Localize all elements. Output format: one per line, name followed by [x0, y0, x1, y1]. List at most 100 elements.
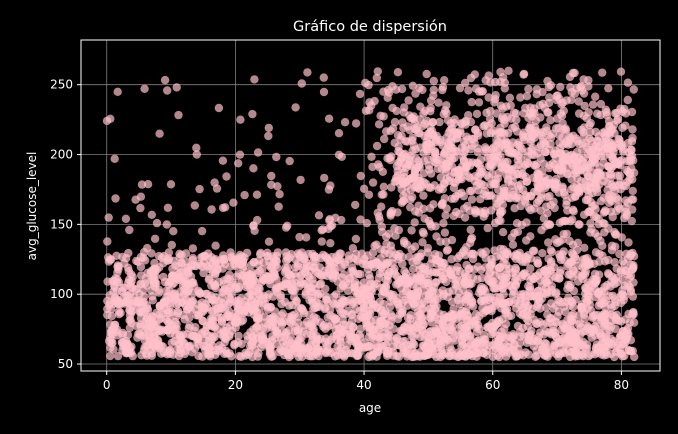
scatter-point — [441, 211, 450, 220]
scatter-point — [503, 163, 512, 172]
scatter-point — [383, 271, 393, 281]
scatter-point — [319, 322, 328, 331]
scatter-point — [301, 288, 311, 297]
scatter-point — [381, 307, 390, 316]
scatter-point — [607, 303, 616, 312]
scatter-point — [373, 342, 383, 351]
scatter-point — [472, 181, 481, 190]
scatter-point — [381, 328, 390, 337]
scatter-point — [466, 225, 475, 234]
scatter-point — [615, 171, 624, 180]
scatter-point — [437, 201, 446, 210]
y-axis-ticks: 50 100 150 200 250 — [50, 78, 81, 371]
scatter-point — [319, 345, 328, 354]
scatter-point — [334, 150, 344, 159]
scatter-point — [541, 147, 550, 157]
scatter-point — [391, 231, 400, 240]
scatter-point — [287, 284, 296, 293]
scatter-point — [415, 115, 425, 124]
scatter-point — [593, 173, 602, 183]
scatter-point — [508, 290, 518, 300]
scatter-point — [551, 235, 560, 244]
scatter-point — [542, 351, 551, 360]
scatter-point — [224, 310, 233, 320]
scatter-point — [179, 290, 188, 299]
scatter-point — [409, 300, 419, 309]
scatter-point — [136, 192, 146, 201]
scatter-point — [400, 267, 409, 276]
scatter-point — [426, 103, 435, 113]
scatter-point — [276, 345, 286, 354]
scatter-point — [376, 261, 385, 270]
scatter-point — [467, 141, 477, 150]
scatter-point — [584, 82, 593, 91]
scatter-point — [596, 99, 606, 109]
scatter-point — [204, 261, 214, 271]
scatter-point — [397, 153, 406, 163]
scatter-point — [203, 321, 212, 330]
scatter-point — [519, 289, 528, 299]
scatter-point — [487, 329, 496, 339]
scatter-point — [629, 278, 638, 287]
scatter-point — [255, 267, 264, 276]
scatter-point — [498, 104, 507, 113]
scatter-point — [274, 202, 283, 211]
scatter-point — [423, 350, 433, 360]
scatter-point — [524, 84, 533, 94]
scatter-point — [369, 248, 378, 257]
scatter-point — [473, 262, 483, 271]
scatter-point — [629, 261, 638, 270]
scatter-point — [178, 281, 188, 291]
scatter-point — [622, 211, 631, 220]
scatter-point — [516, 93, 525, 102]
scatter-point — [356, 215, 365, 224]
scatter-point — [476, 207, 485, 216]
scatter-point — [390, 224, 399, 233]
scatter-point — [194, 259, 203, 268]
scatter-point — [450, 118, 459, 128]
scatter-point — [273, 329, 282, 338]
scatter-point — [365, 292, 374, 301]
scatter-point — [213, 265, 222, 274]
scatter-point — [324, 114, 334, 123]
scatter-point — [375, 269, 385, 278]
scatter-point — [472, 109, 482, 119]
scatter-point — [362, 218, 371, 228]
scatter-point — [602, 350, 611, 359]
scatter-point — [400, 295, 410, 305]
scatter-point — [535, 304, 545, 313]
scatter-point — [531, 272, 540, 281]
scatter-point — [467, 235, 476, 244]
scatter-point — [210, 321, 219, 331]
scatter-point — [429, 298, 438, 307]
scatter-point — [367, 152, 376, 161]
scatter-point — [423, 140, 432, 149]
scatter-point — [415, 265, 424, 275]
scatter-point — [162, 325, 172, 335]
scatter-point — [137, 180, 147, 189]
scatter-point — [181, 346, 190, 356]
scatter-point — [575, 318, 585, 328]
scatter-point — [616, 67, 626, 76]
scatter-point — [304, 271, 313, 281]
scatter-point — [242, 280, 251, 290]
scatter-point — [190, 201, 199, 210]
scatter-point — [316, 334, 325, 344]
scatter-point — [297, 79, 306, 88]
scatter-point — [347, 316, 357, 326]
scatter-point — [555, 218, 564, 227]
scatter-point — [411, 89, 420, 98]
scatter-point — [499, 258, 508, 267]
scatter-point — [280, 297, 290, 307]
scatter-point — [431, 222, 440, 231]
scatter-point — [121, 214, 131, 223]
scatter-point — [610, 160, 619, 169]
scatter-point — [350, 286, 360, 296]
scatter-point — [263, 248, 272, 257]
scatter-point — [408, 81, 418, 91]
x-tick-label: 40 — [356, 378, 371, 392]
scatter-point — [576, 166, 585, 175]
scatter-point — [541, 339, 551, 349]
scatter-point — [388, 124, 398, 133]
scatter-point — [151, 272, 160, 281]
